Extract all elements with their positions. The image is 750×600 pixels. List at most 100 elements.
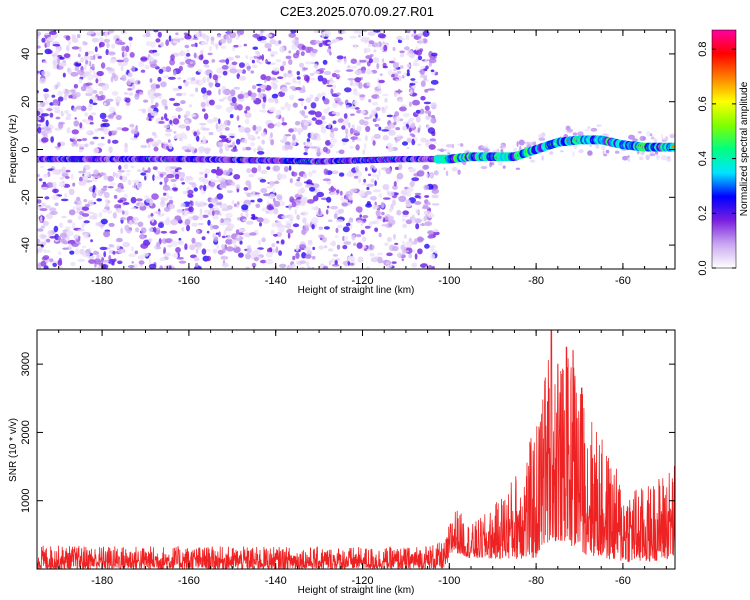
spectrogram-noise-cell [173, 130, 177, 134]
spectrogram-noise-cell [66, 235, 70, 242]
spectrogram-noise-cell [193, 52, 197, 59]
spectrogram-noise-cell [64, 226, 72, 230]
spectrogram-noise-cell [253, 256, 259, 262]
spectrogram-noise-cell [411, 262, 418, 268]
spectrogram-noise-cell [98, 90, 104, 95]
spectrogram-noise-cell [218, 98, 225, 102]
spectrogram-noise-cell [203, 113, 209, 120]
spectrogram-noise-cell [113, 258, 117, 262]
spectrogram-noise-cell [45, 205, 51, 209]
spectrogram-noise-cell [202, 59, 209, 65]
spectrogram-noise-cell [172, 37, 181, 44]
spectrogram-noise-cell [99, 246, 108, 251]
spectrogram-noise-cell [44, 250, 51, 253]
spectrogram-noise-cell [376, 63, 380, 70]
spectrogram-noise-cell [406, 146, 410, 150]
spectrogram-noise-cell [427, 230, 434, 235]
spectrogram-noise-cell [84, 64, 87, 71]
spectrogram-noise-cell [152, 174, 155, 182]
spectrogram-noise-cell [423, 215, 428, 222]
spectrogram-noise-cell [342, 141, 347, 146]
spectrogram-noise-cell [55, 48, 60, 54]
spectrogram-noise-cell [212, 248, 218, 254]
spectrogram-noise-cell [380, 201, 385, 209]
spectrogram-noise-cell [100, 136, 105, 140]
spectrogram-noise-cell [245, 106, 251, 111]
spectrogram-noise-cell [368, 44, 371, 47]
spectrogram-noise-cell [244, 112, 252, 119]
spectrogram-noise-cell [312, 246, 316, 251]
spectrogram-noise-cell [75, 62, 82, 67]
spectrogram-noise-cell [286, 223, 292, 230]
spectrogram-noise-cell [178, 260, 187, 264]
spectrogram-noise-cell [191, 222, 198, 227]
spectrogram-noise-cell [372, 140, 376, 146]
spectrogram-noise-cell [268, 195, 272, 199]
spectrogram-noise-cell [360, 110, 366, 115]
spectrogram-noise-cell [225, 58, 230, 65]
spectrogram-noise-cell [256, 147, 264, 151]
spectrogram-noise-cell [365, 71, 374, 74]
spectrogram-noise-cell [163, 192, 167, 196]
spectrogram-noise-cell [94, 46, 98, 53]
spectrogram-noise-cell [127, 179, 132, 186]
spectrogram-noise-cell [649, 152, 655, 157]
spectrogram-noise-cell [201, 87, 207, 94]
spectrogram-noise-cell [304, 75, 310, 82]
spectrogram-noise-cell [370, 257, 379, 263]
spectrogram-noise-cell [252, 46, 259, 50]
spectrogram-noise-cell [364, 47, 371, 53]
spectrogram-noise-cell [393, 233, 396, 240]
spectrogram-noise-cell [40, 216, 43, 222]
spectrogram-noise-cell [77, 258, 86, 262]
spectrogram-noise-cell [347, 78, 355, 81]
spectrogram-noise-cell [377, 96, 380, 99]
spectrogram-noise-cell [58, 257, 62, 263]
spectrogram-noise-cell [60, 198, 69, 202]
snr-axes: -180 -160 -140 -120 -100 -80 -60 1000 2000 3000 [20, 329, 676, 587]
spectrogram-noise-cell [323, 70, 332, 76]
spectrogram-noise-cell [243, 43, 247, 47]
spectrogram-noise-cell [49, 112, 54, 118]
spectrogram-noise-cell [341, 202, 349, 207]
spectrogram-noise-cell [61, 166, 67, 174]
spectrogram-noise-cell [185, 110, 191, 117]
spectrogram-noise-cell [173, 170, 181, 177]
spectrogram-noise-cell [336, 92, 341, 96]
spectrogram-noise-cell [304, 147, 308, 152]
spectrogram-noise-cell [167, 139, 171, 143]
spectrogram-noise-cell [138, 91, 144, 95]
spectrogram-noise-cell [386, 236, 392, 243]
spectrogram-noise-cell [355, 170, 363, 178]
spectrogram-noise-cell [212, 233, 216, 239]
spectrogram-noise-cell [52, 106, 61, 110]
spectrogram-noise-cell [208, 132, 214, 136]
spectrogram-noise-cell [129, 42, 132, 48]
spectrogram-noise-cell [138, 260, 145, 265]
spectrogram-noise-cell [590, 127, 598, 132]
spectrogram-noise-cell [91, 63, 95, 70]
spectrogram-noise-cell [93, 175, 101, 179]
spectrogram-noise-cell [261, 131, 266, 137]
spectrogram-noise-cell [53, 225, 59, 233]
spectrogram-noise-cell [399, 106, 407, 112]
spectrogram-noise-cell [149, 200, 153, 207]
spectrogram-noise-cell [99, 76, 102, 82]
spectrogram-noise-cell [160, 81, 167, 88]
spectrogram-noise-cell [274, 98, 279, 104]
spectrogram-noise-cell [108, 106, 116, 114]
spectrogram-noise-cell [422, 164, 429, 170]
spectrogram-noise-cell [209, 181, 216, 188]
spectrogram-noise-cell [291, 171, 298, 177]
spectrogram-noise-cell [202, 202, 208, 206]
spectrogram-noise-cell [427, 127, 435, 134]
spectrogram-noise-cell [121, 210, 125, 215]
spectrogram-noise-cell [70, 136, 78, 140]
spectrogram-noise-cell [247, 90, 252, 97]
spectrogram-noise-cell [212, 225, 219, 230]
spectrogram-noise-cell [135, 227, 140, 233]
spectrogram-noise-cell [77, 69, 85, 76]
spectrogram-noise-cell [313, 63, 318, 69]
spectrogram-noise-cell [439, 148, 445, 153]
spectrogram-noise-cell [549, 151, 554, 155]
